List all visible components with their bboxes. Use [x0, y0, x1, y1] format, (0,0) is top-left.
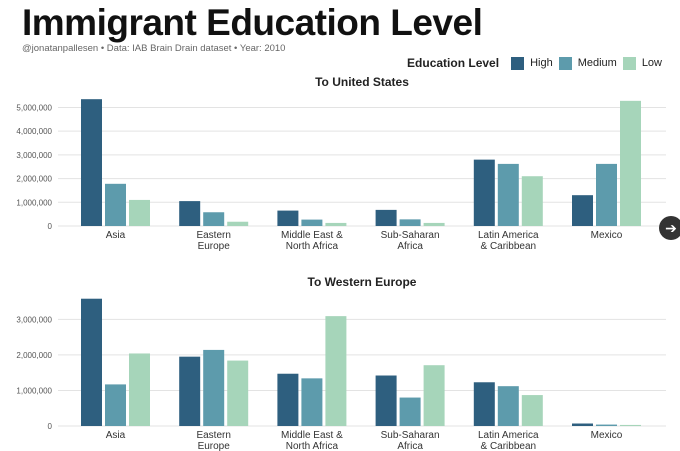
chart-title-to-western-europe: To Western Europe: [308, 275, 417, 289]
bar-medium-mexico: [596, 163, 617, 226]
y-tick-label: 3,000,000: [16, 315, 52, 324]
legend-label-medium: Medium: [577, 57, 617, 69]
bar-high-asia: [81, 298, 102, 426]
x-tick-label: Africa: [397, 441, 423, 451]
legend-swatch-medium: [558, 56, 572, 70]
bar-high-eastern-europe: [179, 201, 201, 226]
y-tick-label: 1,000,000: [16, 198, 52, 207]
x-tick-label: Latin America: [478, 430, 539, 441]
chart-to-united-states: To United States 0 1,000,000 2,000,000 3,000…: [16, 75, 666, 252]
chart-legend: Education Level High Medium Low: [407, 56, 662, 70]
x-tick-label: Asia: [106, 230, 126, 241]
x-tick-label: & Caribbean: [481, 441, 537, 451]
bar-high-asia: [81, 99, 102, 226]
x-tick-label: Sub-Saharan: [381, 430, 440, 441]
x-tick-label: Eastern: [196, 430, 230, 441]
x-tick-label: Sub-Saharan: [381, 230, 440, 241]
bar-medium-mexico: [596, 424, 617, 426]
bar-high-mexico: [572, 423, 593, 426]
bar-medium-sub-saharan-africa: [399, 219, 421, 226]
legend-swatch-low: [622, 56, 636, 70]
x-tick-label: & Caribbean: [481, 241, 537, 252]
y-tick-label: 3,000,000: [16, 151, 52, 160]
bar-medium-eastern-europe: [203, 349, 225, 426]
x-tick-label: Mexico: [591, 430, 623, 441]
x-tick-label: Europe: [198, 441, 231, 451]
bar-high-sub-saharan-africa: [375, 209, 397, 226]
bar-medium-asia: [105, 183, 126, 226]
bar-low-middle-east-north-africa: [325, 222, 347, 226]
bar-low-mexico: [620, 424, 641, 426]
x-tick-label: Middle East &: [281, 430, 343, 441]
bar-high-middle-east-north-africa: [277, 210, 299, 226]
legend-label-low: Low: [641, 57, 662, 69]
x-tick-label: Europe: [198, 241, 231, 252]
bar-low-middle-east-north-africa: [325, 316, 347, 426]
bar-low-mexico: [620, 100, 641, 226]
y-tick-label: 5,000,000: [16, 103, 52, 112]
bar-high-mexico: [572, 195, 593, 226]
bar-medium-eastern-europe: [203, 212, 225, 226]
legend-item-low: Low: [622, 56, 662, 70]
bar-high-sub-saharan-africa: [375, 375, 397, 426]
x-tick-label: Africa: [397, 241, 423, 252]
y-tick-label: 1,000,000: [16, 386, 52, 395]
bar-high-latin-america-caribbean: [473, 159, 495, 226]
x-tick-label: Latin America: [478, 230, 539, 241]
arrow-right-icon: ➔: [665, 220, 677, 236]
y-tick-label: 2,000,000: [16, 351, 52, 360]
bar-low-latin-america-caribbean: [521, 395, 543, 426]
bar-high-middle-east-north-africa: [277, 373, 299, 426]
page-title: Immigrant Education Level: [22, 2, 483, 43]
next-arrow-button[interactable]: ➔: [659, 216, 680, 240]
legend-swatch-high: [511, 56, 525, 70]
bar-high-eastern-europe: [179, 356, 201, 426]
y-tick-label: 4,000,000: [16, 127, 52, 136]
bar-medium-middle-east-north-africa: [301, 378, 323, 426]
bar-medium-middle-east-north-africa: [301, 219, 323, 226]
x-tick-label: North Africa: [286, 441, 339, 451]
chart-title-to-united-states: To United States: [315, 75, 409, 89]
x-tick-label: Mexico: [591, 230, 623, 241]
y-tick-label: 2,000,000: [16, 175, 52, 184]
chart-to-western-europe: To Western Europe 0 1,000,000 2,000,000 3,00…: [16, 275, 666, 451]
bar-low-sub-saharan-africa: [423, 365, 445, 426]
bar-medium-latin-america-caribbean: [497, 163, 519, 226]
bar-medium-latin-america-caribbean: [497, 386, 519, 426]
x-tick-label: Asia: [106, 430, 126, 441]
page-subtitle: @jonatanpallesen • Data: IAB Brain Drain…: [22, 43, 286, 54]
bar-low-asia: [129, 199, 150, 226]
bar-medium-asia: [105, 384, 126, 426]
bar-low-asia: [129, 353, 150, 426]
x-tick-label: Eastern: [196, 230, 230, 241]
bar-low-latin-america-caribbean: [521, 176, 543, 226]
x-tick-label: Middle East &: [281, 230, 343, 241]
legend-item-high: High: [511, 56, 553, 70]
bar-high-latin-america-caribbean: [473, 382, 495, 426]
legend-title: Education Level: [407, 56, 500, 70]
bar-low-eastern-europe: [227, 221, 249, 226]
y-tick-label: 0: [48, 422, 53, 431]
bar-medium-sub-saharan-africa: [399, 397, 421, 426]
legend-label-high: High: [530, 57, 553, 69]
bar-low-eastern-europe: [227, 360, 249, 426]
y-tick-label: 0: [48, 222, 53, 231]
x-tick-label: North Africa: [286, 241, 339, 252]
legend-item-medium: Medium: [558, 56, 617, 70]
bar-low-sub-saharan-africa: [423, 222, 445, 226]
